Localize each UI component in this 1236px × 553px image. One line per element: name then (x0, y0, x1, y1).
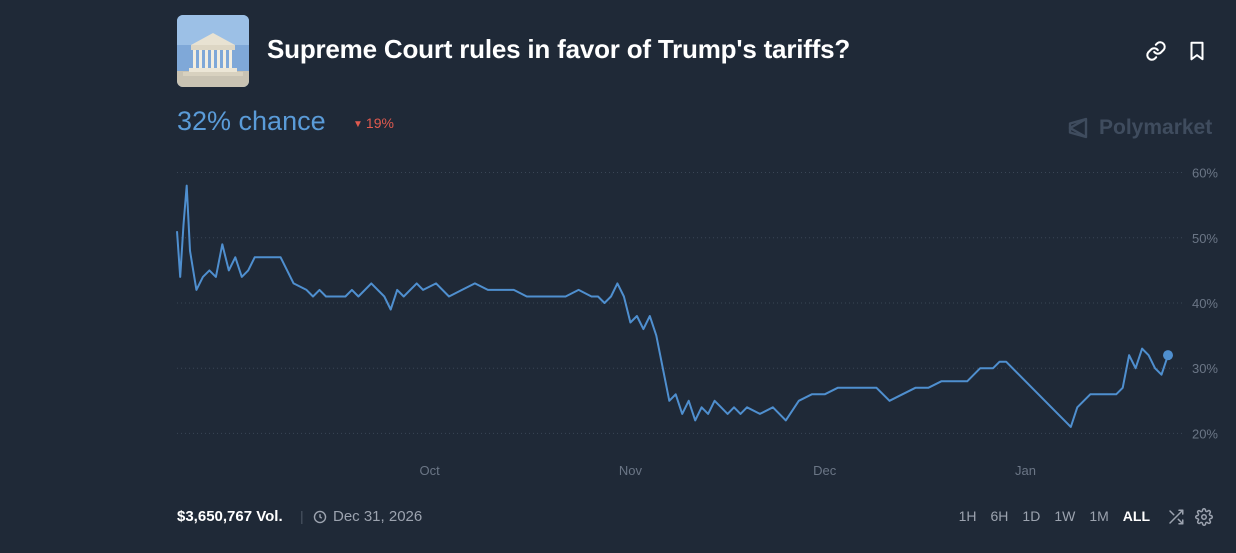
clock-icon (313, 510, 327, 523)
x-tick-label: Oct (419, 463, 440, 478)
x-tick-label: Nov (619, 463, 643, 478)
range-1m[interactable]: 1M (1089, 508, 1109, 524)
footer-separator: | (300, 508, 304, 524)
settings-gear-icon[interactable] (1195, 508, 1213, 526)
range-selector: 1H 6H 1D 1W 1M ALL (945, 508, 1150, 524)
supreme-court-thumbnail (177, 15, 249, 87)
range-1h[interactable]: 1H (958, 508, 977, 524)
y-tick-label: 60% (1192, 166, 1218, 181)
shuffle-icon[interactable] (1167, 508, 1185, 526)
price-line (176, 184, 1169, 428)
market-thumbnail (177, 15, 249, 87)
down-triangle-icon: ▼ (353, 119, 363, 130)
volume: $3,650,767 Vol. (177, 508, 283, 525)
x-tick-label: Dec (813, 463, 837, 478)
y-tick-label: 40% (1192, 296, 1218, 311)
current-price-dot (1163, 350, 1173, 361)
change-value: 19% (365, 115, 394, 131)
range-6h[interactable]: 6H (990, 508, 1009, 524)
bookmark-icon[interactable] (1186, 40, 1208, 62)
chance-value: 32% chance (177, 106, 326, 136)
polymarket-logo: Polymarket (1066, 114, 1212, 142)
range-all[interactable]: ALL (1122, 508, 1150, 524)
change-badge: ▼ 19% (353, 115, 394, 131)
end-date: Dec 31, 2026 (313, 508, 422, 525)
range-1w[interactable]: 1W (1054, 508, 1076, 524)
market-title: Supreme Court rules in favor of Trump's … (267, 34, 851, 64)
brand-name: Polymarket (1099, 116, 1213, 139)
x-tick-label: Jan (1015, 463, 1036, 478)
y-tick-label: 20% (1192, 426, 1218, 441)
polymarket-icon (1068, 117, 1088, 139)
y-tick-label: 30% (1192, 361, 1218, 376)
link-icon[interactable] (1145, 40, 1167, 62)
y-tick-label: 50% (1192, 231, 1218, 246)
end-date-text: Dec 31, 2026 (333, 508, 423, 525)
range-1d[interactable]: 1D (1022, 508, 1041, 524)
